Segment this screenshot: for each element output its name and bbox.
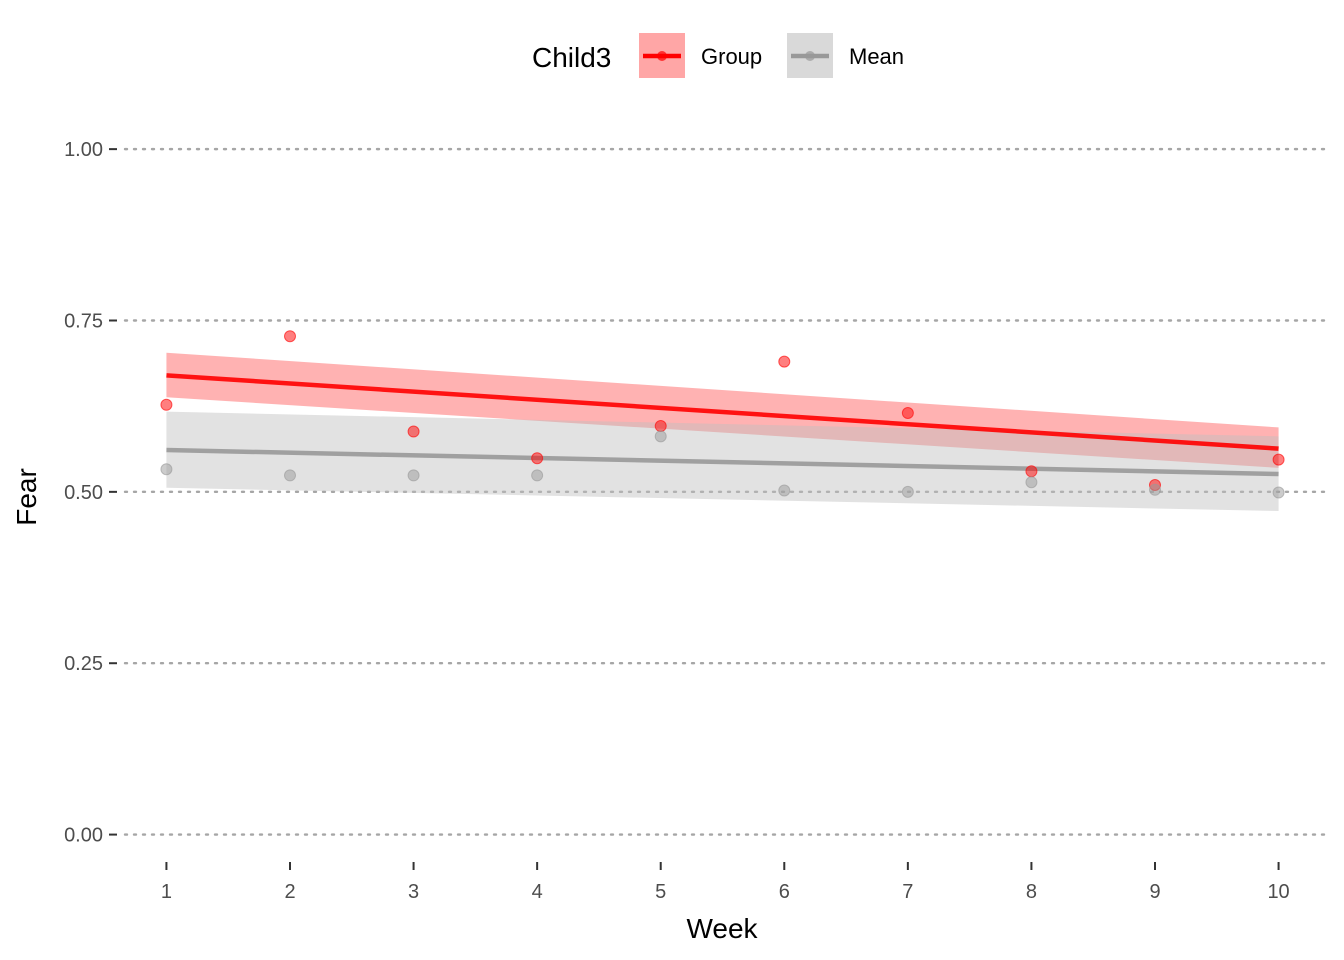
mean-data-point (531, 469, 544, 482)
group-data-point (531, 452, 544, 465)
group-data-point (407, 425, 420, 438)
y-tick-label: 0.25 (64, 653, 103, 675)
legend-label-group: Group (701, 44, 762, 69)
group-fit-line (166, 373, 1279, 451)
x-tick-label: 2 (284, 881, 295, 903)
group-data-point (1025, 465, 1038, 478)
y-tick-label: 1.00 (64, 139, 103, 161)
grid-lines (123, 147, 1330, 836)
legend-key-point-mean (805, 51, 815, 61)
axes: 0.00 0.25 0.50 0.75 1.00 1 2 3 4 5 6 7 8 9 10 (64, 139, 1290, 903)
y-axis-title: Fear (11, 468, 42, 526)
x-tick-label: 5 (655, 881, 666, 903)
group-data-point (1272, 453, 1285, 466)
group-data-point (284, 330, 296, 343)
group-data-point (778, 355, 791, 368)
x-tick-label: 8 (1026, 881, 1037, 903)
mean-data-point (1149, 483, 1161, 496)
legend-key-point-group (657, 51, 667, 61)
group-data-point (654, 420, 667, 433)
mean-data-point (901, 485, 914, 498)
x-axis-title: Week (686, 913, 758, 944)
x-tick-label: 7 (902, 881, 913, 903)
fit-lines (166, 373, 1279, 477)
legend-title: Child3 (532, 42, 611, 73)
mean-data-point (284, 469, 296, 482)
mean-data-point (1025, 476, 1038, 489)
mean-fit-line (166, 447, 1279, 477)
x-tick-label: 6 (779, 881, 790, 903)
y-tick-label: 0.00 (64, 825, 103, 847)
mean-data-point (778, 484, 791, 497)
x-tick-label: 3 (408, 881, 419, 903)
confidence-bands (166, 352, 1279, 512)
mean-data-point (407, 469, 420, 482)
mean-data-point (160, 463, 173, 476)
group-data-point (901, 407, 914, 420)
legend-label-mean: Mean (849, 44, 904, 69)
x-tick-label: 9 (1149, 881, 1160, 903)
data-points (160, 330, 1285, 499)
group-data-point (160, 398, 173, 411)
legend: Child3 Group Mean (532, 33, 904, 78)
mean-data-point (1272, 486, 1285, 499)
x-tick-label: 10 (1267, 881, 1289, 903)
y-tick-label: 0.75 (64, 310, 103, 332)
x-tick-label: 1 (161, 881, 172, 903)
mean-data-point (654, 430, 667, 443)
x-tick-label: 4 (532, 881, 543, 903)
y-tick-label: 0.50 (64, 482, 103, 504)
